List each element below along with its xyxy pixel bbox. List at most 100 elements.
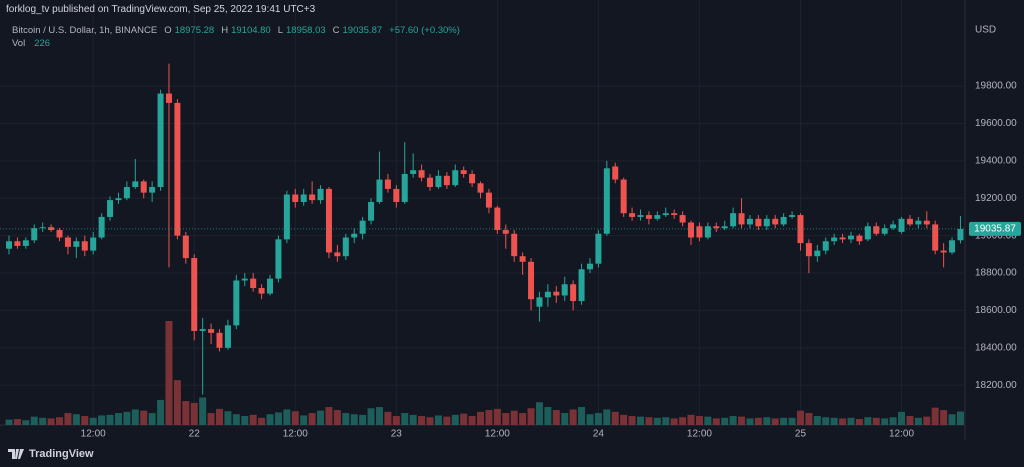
volume-bar <box>628 416 636 425</box>
volume-bar <box>712 418 720 425</box>
candle-body <box>654 215 661 219</box>
candle-body <box>368 201 375 221</box>
candle-body <box>325 188 332 253</box>
volume-bar <box>173 380 181 425</box>
volume-bar <box>359 414 367 425</box>
candle-body <box>805 243 812 257</box>
legend-key: C <box>332 25 340 36</box>
candle-body <box>671 213 678 216</box>
candle-body <box>435 175 442 188</box>
candle-body <box>283 194 290 240</box>
y-tick-label: 19600.00 <box>975 118 1017 129</box>
volume-bar <box>502 413 510 425</box>
volume-bar <box>190 402 198 425</box>
candle-body <box>300 194 307 202</box>
volume-bar <box>746 418 754 425</box>
volume-bar <box>493 408 501 425</box>
candle-body <box>443 175 450 186</box>
candle-body <box>915 220 922 225</box>
candle-body <box>460 170 467 174</box>
candle-body <box>477 183 484 193</box>
candle-body <box>250 278 257 288</box>
candle-body <box>949 240 956 253</box>
volume-bar <box>22 420 30 425</box>
volume-bar <box>81 416 89 425</box>
volume-bar <box>687 414 695 425</box>
candle-body <box>721 226 728 229</box>
candle-body <box>107 200 114 217</box>
volume-bar <box>670 418 678 425</box>
candle-body <box>603 168 610 234</box>
volume-bar <box>333 410 341 425</box>
candle-body <box>519 256 526 262</box>
candle-body <box>544 291 551 298</box>
volume-bar <box>350 414 358 425</box>
volume-bar <box>165 321 173 425</box>
volume-bar <box>881 418 889 425</box>
candle-body <box>90 237 97 251</box>
candle-body <box>536 297 543 307</box>
candle-body <box>334 252 341 257</box>
candle-body <box>410 170 417 174</box>
candle-body <box>864 226 871 240</box>
volume-bar <box>561 413 569 425</box>
volume-bar <box>940 410 948 425</box>
candle-body <box>620 179 627 214</box>
candle-body <box>645 215 652 219</box>
volume-bar <box>662 417 670 425</box>
volume-bar <box>620 414 628 425</box>
candle-body <box>511 233 518 257</box>
candle-body <box>797 215 804 244</box>
candle-body <box>831 237 838 242</box>
volume-bar <box>300 415 308 425</box>
candle-body <box>81 241 88 251</box>
candle-body <box>317 188 324 201</box>
candle-body <box>342 237 349 257</box>
candle-body <box>696 226 703 238</box>
candle-body <box>561 284 568 296</box>
volume-bar <box>738 416 746 425</box>
candle-body <box>157 93 164 188</box>
volume-bar <box>342 413 350 425</box>
volume-bar <box>847 417 855 425</box>
volume-bar <box>140 410 148 425</box>
y-tick-label: 18200.00 <box>975 380 1017 391</box>
legend-value: 19035.87 <box>342 25 383 36</box>
candle-body <box>898 218 905 232</box>
volume-bar <box>317 410 325 425</box>
volume-bar <box>56 417 64 425</box>
candle-body <box>780 216 787 225</box>
candle-body <box>393 188 400 202</box>
volume-bar <box>114 413 122 425</box>
volume-bar <box>199 397 207 425</box>
brand-name: TradingView <box>29 448 94 460</box>
x-tick-label: 12:00 <box>283 429 308 440</box>
x-tick-label: 23 <box>391 429 403 440</box>
candle-body <box>140 181 147 193</box>
x-tick-label: 25 <box>795 429 807 440</box>
volume-bar <box>931 407 939 425</box>
volume-bar <box>283 409 291 425</box>
candle-body <box>839 237 846 240</box>
volume-bar <box>426 417 434 425</box>
candle-body <box>182 235 189 259</box>
volume-bar <box>519 413 527 425</box>
candle-body <box>763 218 770 227</box>
volume-bar <box>510 410 518 425</box>
candle-body <box>713 226 720 229</box>
candle-body <box>123 187 130 199</box>
candle-body <box>789 215 796 217</box>
volume-bar <box>13 419 21 425</box>
brand-logo <box>8 449 24 459</box>
volume-bar <box>805 413 813 425</box>
volume-bar <box>123 411 131 425</box>
volume-bar <box>291 411 299 425</box>
legend-key: H <box>221 25 229 36</box>
volume-bar <box>5 419 13 425</box>
volume-bar <box>788 417 796 425</box>
legend-change: +57.60 (+0.30%) <box>389 25 460 36</box>
volume-bar <box>207 413 215 425</box>
candle-body <box>814 250 821 257</box>
candle-body <box>662 213 669 216</box>
